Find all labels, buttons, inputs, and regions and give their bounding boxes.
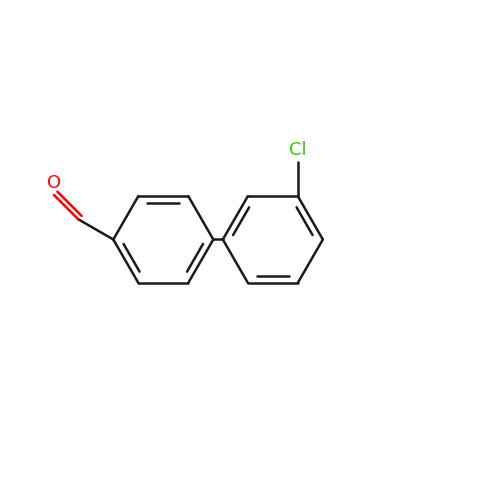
Text: O: O — [47, 174, 61, 192]
Text: Cl: Cl — [289, 141, 307, 159]
